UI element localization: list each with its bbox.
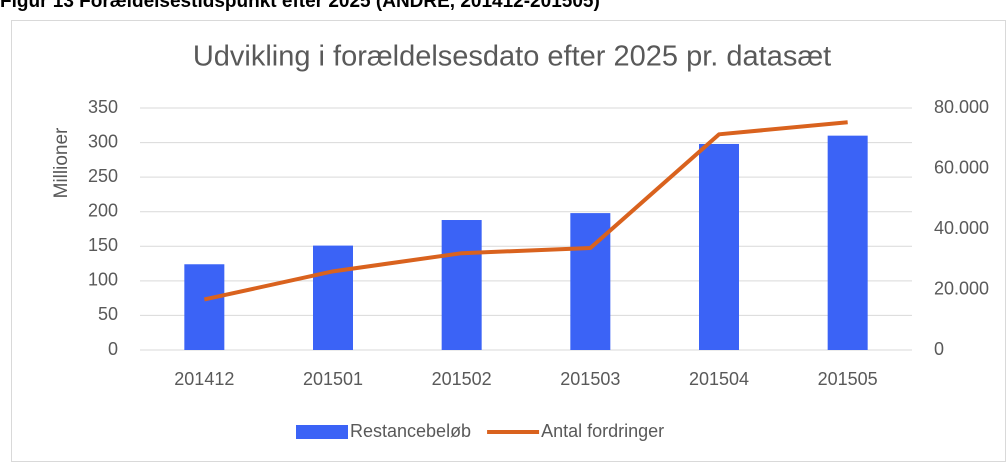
y-tick-label: 200 bbox=[88, 200, 118, 220]
bar bbox=[441, 220, 482, 350]
y-tick-label: 100 bbox=[88, 270, 118, 290]
line bbox=[203, 120, 848, 302]
y2-tick-label: 60.000 bbox=[934, 157, 989, 177]
legend-label: Antal fordringer bbox=[541, 421, 664, 441]
y-axis-label: Millioner bbox=[51, 127, 72, 198]
y-tick-label: 50 bbox=[98, 304, 118, 324]
x-tick-label: 201502 bbox=[432, 369, 492, 389]
bar bbox=[827, 135, 868, 350]
x-tick-label: 201412 bbox=[174, 369, 234, 389]
y2-tick-label: 0 bbox=[934, 339, 944, 359]
legend-label: Restancebeløb bbox=[350, 421, 471, 441]
y2-tick-label: 40.000 bbox=[934, 218, 989, 238]
y2-tick-label: 80.000 bbox=[934, 97, 989, 117]
chart-title: Udvikling i forældelsesdato efter 2025 p… bbox=[193, 41, 831, 73]
bar bbox=[699, 143, 739, 350]
x-tick-label: 201504 bbox=[689, 369, 749, 389]
x-tick-label: 201503 bbox=[560, 369, 620, 389]
bar bbox=[313, 245, 353, 350]
x-tick-label: 201501 bbox=[303, 369, 363, 389]
y-tick-label: 300 bbox=[88, 131, 118, 151]
y-tick-label: 350 bbox=[88, 97, 118, 117]
y-tick-label: 0 bbox=[108, 339, 118, 359]
y-tick-label: 250 bbox=[88, 166, 118, 186]
y-tick-label: 150 bbox=[88, 235, 118, 255]
figure-caption: Figur 13 Forældelsestidspunkt efter 2025… bbox=[0, 0, 600, 12]
x-tick-label: 201505 bbox=[818, 369, 878, 389]
bar bbox=[184, 264, 225, 350]
y2-tick-label: 20.000 bbox=[934, 278, 989, 298]
legend-swatch bbox=[296, 425, 348, 439]
